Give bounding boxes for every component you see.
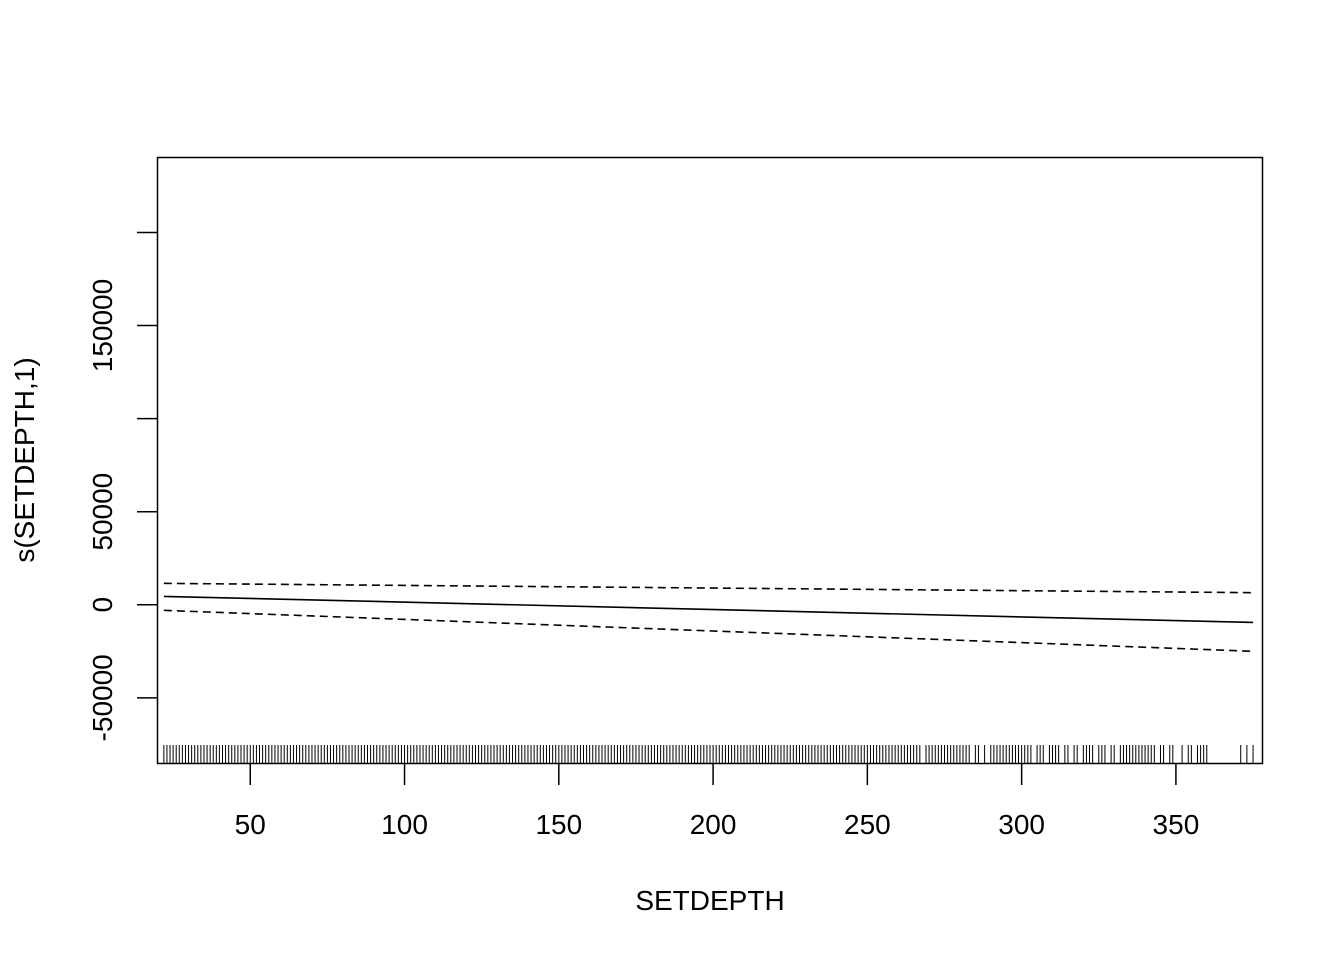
x-tick-label: 250 (844, 809, 891, 840)
x-tick-label: 100 (381, 809, 428, 840)
x-tick-label: 350 (1153, 809, 1200, 840)
x-tick-label: 200 (690, 809, 737, 840)
x-axis: 50 100 150 200 250 300 350 (235, 763, 1200, 840)
y-tick-label: 0 (87, 597, 118, 613)
x-tick-label: 50 (235, 809, 266, 840)
x-tick-label: 150 (535, 809, 582, 840)
y-tick-label: -50000 (87, 654, 118, 741)
rug-layer (163, 745, 1254, 763)
y-tick-label: 150000 (87, 279, 118, 372)
smooth-estimate-line (163, 595, 1254, 624)
y-axis-title: s(SETDEPTH,1) (9, 357, 40, 562)
plot-frame (156, 156, 1264, 765)
y-tick-label: 50000 (87, 473, 118, 551)
series-layer (163, 582, 1254, 653)
x-axis-title: SETDEPTH (635, 885, 784, 916)
x-tick-label: 300 (998, 809, 1045, 840)
y-axis: -50000 0 50000 150000 (87, 231, 158, 741)
